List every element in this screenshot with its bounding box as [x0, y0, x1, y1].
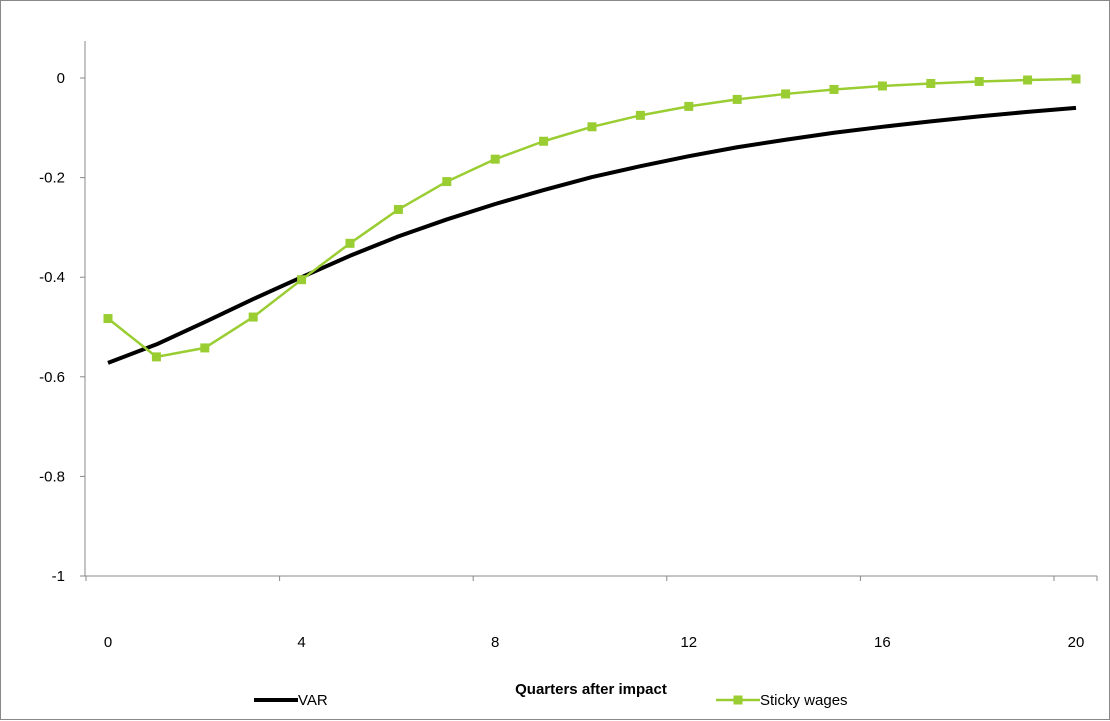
sticky-wages-point: [781, 89, 791, 99]
text-layer: Quarters after impact 0 -0.2 -0.4 -0.6 -0.8 -…: [39, 70, 1084, 698]
sticky-wages-point: [974, 76, 984, 86]
sticky-wages-point: [200, 343, 210, 353]
sticky-wages-point: [926, 78, 936, 88]
x-tick-label: 4: [297, 634, 305, 651]
x-tick-label: 12: [680, 634, 697, 651]
sticky-wages-point: [732, 94, 742, 104]
y-tick-label: -0.8: [39, 468, 65, 485]
sticky-wages-point: [490, 154, 500, 164]
sticky-wages-point: [297, 275, 307, 285]
sticky-wages-point: [829, 84, 839, 94]
x-tick-label: 8: [491, 634, 499, 651]
y-tick-label: -0.4: [39, 269, 65, 286]
sticky-wages-point: [635, 110, 645, 120]
sticky-wages-point: [248, 312, 258, 322]
sticky-wages-point: [345, 238, 355, 248]
series-line-var: [107, 105, 1077, 365]
y-tick-label: 0: [57, 70, 65, 87]
sticky-wages-point: [587, 122, 597, 132]
x-tick-label: 0: [104, 634, 112, 651]
sticky-wages-point: [684, 101, 694, 111]
x-tick-label: 16: [874, 634, 891, 651]
sticky-wages-point: [877, 81, 887, 91]
legend-marker: [733, 695, 743, 705]
legend: VAR Sticky wages: [254, 692, 848, 709]
sticky-wages-point: [393, 204, 403, 214]
y-tick-label: -0.2: [39, 170, 65, 187]
y-tick-label: -0.6: [39, 369, 65, 386]
x-tick-label: 20: [1068, 634, 1085, 651]
axes: [80, 41, 1098, 581]
sticky-wages-point: [442, 177, 452, 187]
sticky-wages-point: [1023, 75, 1033, 85]
sticky-wages-point: [1071, 74, 1081, 84]
y-tick-label: -1: [52, 568, 65, 585]
legend-label-var: VAR: [298, 692, 328, 709]
legend-label-sticky-wages: Sticky wages: [760, 692, 848, 709]
sticky-wages-point: [151, 352, 161, 362]
sticky-wages-point: [539, 136, 549, 146]
x-axis-title: Quarters after impact: [515, 681, 667, 698]
sticky-wages-point: [103, 314, 113, 324]
series-layer: [103, 74, 1081, 365]
